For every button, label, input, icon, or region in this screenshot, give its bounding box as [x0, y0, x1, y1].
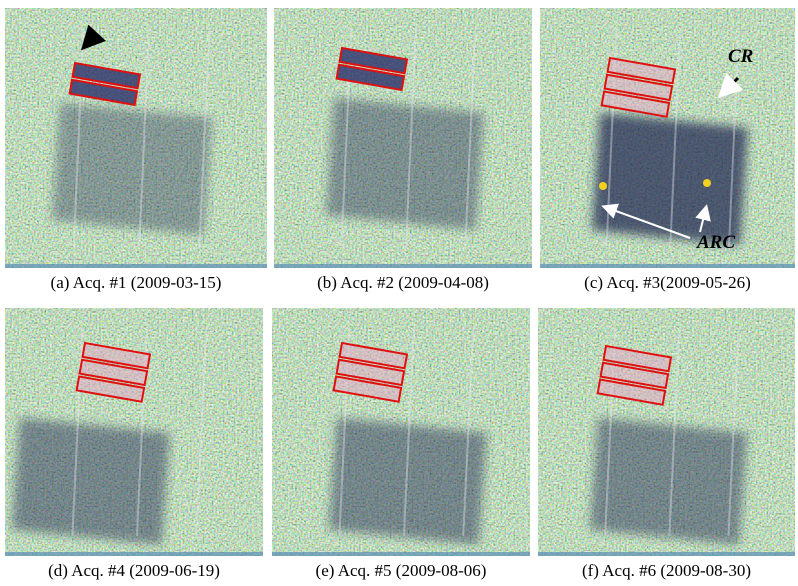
image-panel	[5, 8, 267, 268]
target-boxes	[334, 343, 407, 402]
sar-border	[272, 552, 530, 556]
panel-caption: (e) Acq. #5 (2009-08-06)	[316, 561, 487, 580]
arc-reflector	[703, 179, 711, 187]
dark-field	[12, 418, 170, 545]
image-panel	[5, 308, 263, 556]
sar-border	[538, 552, 795, 556]
sar-border	[5, 552, 263, 556]
target-boxes	[598, 346, 671, 405]
sar-border	[5, 264, 267, 268]
image-panel	[272, 308, 530, 556]
panel-caption: (a) Acq. #1 (2009-03-15)	[51, 273, 222, 292]
arc-label: ARC	[696, 232, 735, 253]
dark-field	[592, 113, 748, 245]
sar-border	[540, 264, 795, 268]
panel-caption: (b) Acq. #2 (2009-04-08)	[317, 273, 489, 292]
image-panel	[538, 308, 795, 556]
target-boxes	[77, 343, 150, 402]
panel-caption: (f) Acq. #6 (2009-08-30)	[582, 561, 751, 580]
dark-field	[326, 98, 484, 230]
cr-label: CR	[728, 46, 753, 67]
dark-field	[590, 418, 747, 545]
target-boxes	[602, 58, 675, 117]
image-panel	[274, 8, 532, 268]
arc-reflector	[599, 182, 607, 190]
panel-caption: (c) Acq. #3(2009-05-26)	[584, 273, 751, 292]
figure: (a) Acq. #1 (2009-03-15) (b) Acq. #2 (200…	[0, 0, 798, 586]
panel-caption: (d) Acq. #4 (2009-06-19)	[48, 561, 220, 580]
sar-border	[274, 264, 532, 268]
